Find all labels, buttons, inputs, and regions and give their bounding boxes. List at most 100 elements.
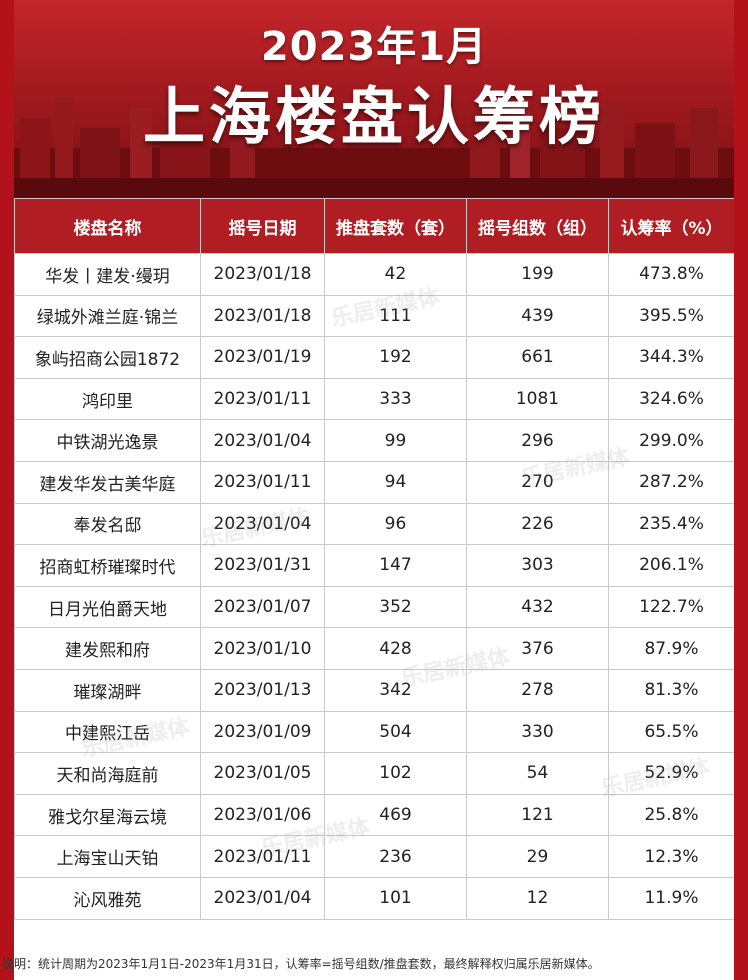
cell-rate: 235.4% (608, 502, 735, 546)
cell-date: 2023/01/19 (200, 336, 325, 379)
cell-name: 日月光伯爵天地 (14, 585, 201, 629)
cell-rate: 473.8% (608, 253, 735, 296)
title-year-month: 2023年1月 (260, 24, 488, 70)
cell-groups: 330 (466, 710, 609, 754)
ranking-table: 楼盘名称 摇号日期 推盘套数（套） 摇号组数（组） 认筹率（%） 华发丨建发·缦… (14, 198, 735, 920)
city-skyline-image (0, 93, 748, 198)
cell-name: 天和尚海庭前 (14, 752, 201, 795)
cell-date: 2023/01/11 (200, 460, 325, 504)
cell-date: 2023/01/06 (200, 793, 325, 837)
cell-name: 沁风雅苑 (14, 876, 201, 920)
table-row: 奉发名邸 2023/01/04 96 226 235.4% (14, 502, 735, 546)
cell-groups: 226 (466, 502, 609, 546)
table-row: 天和尚海庭前 2023/01/05 102 54 52.9% (14, 752, 735, 795)
cell-units: 352 (324, 585, 467, 629)
table-row: 鸿印里 2023/01/11 333 1081 324.6% (14, 377, 735, 421)
cell-groups: 303 (466, 544, 609, 587)
footer-note: 说明：统计周期为2023年1月1日-2023年1月31日，认筹率=摇号组数/推盘… (2, 957, 600, 971)
cell-groups: 1081 (466, 377, 609, 421)
cell-rate: 65.5% (608, 710, 735, 754)
cell-name: 中铁湖光逸景 (14, 419, 201, 462)
cell-units: 236 (324, 835, 467, 878)
cell-rate: 81.3% (608, 668, 735, 712)
cell-name: 绿城外滩兰庭·锦兰 (14, 294, 201, 338)
cell-rate: 206.1% (608, 544, 735, 587)
table-row: 雅戈尔星海云境 2023/01/06 469 121 25.8% (14, 793, 735, 837)
cell-groups: 54 (466, 752, 609, 795)
cell-name: 鸿印里 (14, 377, 201, 421)
cell-rate: 344.3% (608, 336, 735, 379)
table-row: 建发熙和府 2023/01/10 428 376 87.9% (14, 627, 735, 670)
cell-units: 428 (324, 627, 467, 670)
cell-units: 102 (324, 752, 467, 795)
cell-groups: 121 (466, 793, 609, 837)
cell-units: 111 (324, 294, 467, 338)
cell-rate: 87.9% (608, 627, 735, 670)
cell-date: 2023/01/07 (200, 585, 325, 629)
cell-date: 2023/01/31 (200, 544, 325, 587)
cell-date: 2023/01/13 (200, 668, 325, 712)
cell-units: 469 (324, 793, 467, 837)
column-header-name: 楼盘名称 (14, 198, 201, 254)
column-header-rate: 认筹率（%） (608, 198, 735, 254)
cell-rate: 12.3% (608, 835, 735, 878)
cell-groups: 376 (466, 627, 609, 670)
cell-name: 象屿招商公园1872 (14, 336, 201, 379)
cell-name: 雅戈尔星海云境 (14, 793, 201, 837)
cell-name: 中建熙江岳 (14, 710, 201, 754)
cell-units: 96 (324, 502, 467, 546)
table-row: 璀璨湖畔 2023/01/13 342 278 81.3% (14, 668, 735, 712)
cell-rate: 122.7% (608, 585, 735, 629)
cell-units: 192 (324, 336, 467, 379)
cell-date: 2023/01/10 (200, 627, 325, 670)
table-row: 沁风雅苑 2023/01/04 101 12 11.9% (14, 876, 735, 920)
cell-name: 璀璨湖畔 (14, 668, 201, 712)
cell-units: 94 (324, 460, 467, 504)
cell-units: 333 (324, 377, 467, 421)
cell-date: 2023/01/18 (200, 253, 325, 296)
cell-rate: 324.6% (608, 377, 735, 421)
table-row: 象屿招商公园1872 2023/01/19 192 661 344.3% (14, 336, 735, 379)
cell-name: 上海宝山天铂 (14, 835, 201, 878)
cell-date: 2023/01/05 (200, 752, 325, 795)
cell-date: 2023/01/18 (200, 294, 325, 338)
cell-rate: 11.9% (608, 876, 735, 920)
table-row: 上海宝山天铂 2023/01/11 236 29 12.3% (14, 835, 735, 878)
cell-units: 147 (324, 544, 467, 587)
cell-name: 建发熙和府 (14, 627, 201, 670)
cell-name: 建发华发古美华庭 (14, 460, 201, 504)
cell-rate: 395.5% (608, 294, 735, 338)
cell-groups: 439 (466, 294, 609, 338)
cell-units: 504 (324, 710, 467, 754)
cell-date: 2023/01/04 (200, 419, 325, 462)
cell-groups: 432 (466, 585, 609, 629)
cell-units: 42 (324, 253, 467, 296)
cell-units: 101 (324, 876, 467, 920)
column-header-groups: 摇号组数（组） (466, 198, 609, 254)
table-header-row: 楼盘名称 摇号日期 推盘套数（套） 摇号组数（组） 认筹率（%） (14, 198, 735, 254)
cell-date: 2023/01/04 (200, 876, 325, 920)
cell-name: 华发丨建发·缦玥 (14, 253, 201, 296)
table-row: 日月光伯爵天地 2023/01/07 352 432 122.7% (14, 585, 735, 629)
table-row: 华发丨建发·缦玥 2023/01/18 42 199 473.8% (14, 253, 735, 296)
cell-groups: 661 (466, 336, 609, 379)
page-title: 上海楼盘认筹榜 (142, 80, 605, 153)
cell-date: 2023/01/09 (200, 710, 325, 754)
cell-groups: 12 (466, 876, 609, 920)
cell-name: 奉发名邸 (14, 502, 201, 546)
cell-rate: 25.8% (608, 793, 735, 837)
header-banner: 2023年1月 上海楼盘认筹榜 (0, 0, 748, 198)
cell-groups: 278 (466, 668, 609, 712)
table-row: 建发华发古美华庭 2023/01/11 94 270 287.2% (14, 460, 735, 504)
cell-units: 99 (324, 419, 467, 462)
table-row: 绿城外滩兰庭·锦兰 2023/01/18 111 439 395.5% (14, 294, 735, 338)
column-header-date: 摇号日期 (200, 198, 325, 254)
cell-name: 招商虹桥璀璨时代 (14, 544, 201, 587)
table-row: 招商虹桥璀璨时代 2023/01/31 147 303 206.1% (14, 544, 735, 587)
cell-groups: 199 (466, 253, 609, 296)
cell-date: 2023/01/11 (200, 377, 325, 421)
cell-rate: 299.0% (608, 419, 735, 462)
column-header-units: 推盘套数（套） (324, 198, 467, 254)
cell-date: 2023/01/11 (200, 835, 325, 878)
cell-groups: 29 (466, 835, 609, 878)
